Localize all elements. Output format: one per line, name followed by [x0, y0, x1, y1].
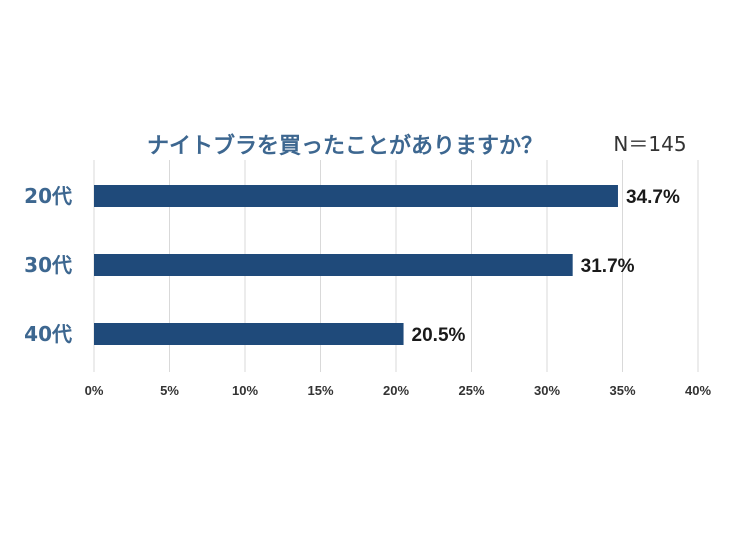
bars	[94, 185, 618, 345]
x-tick-label: 35%	[609, 383, 635, 398]
x-tick-label: 30%	[534, 383, 560, 398]
x-tick-label: 25%	[458, 383, 484, 398]
x-tick-label: 40%	[685, 383, 711, 398]
x-tick-label: 5%	[160, 383, 179, 398]
category-labels: 20代 30代 40代	[24, 184, 72, 346]
chart-title: ナイトブラを買ったことがありますか？	[147, 133, 543, 159]
bar	[94, 323, 404, 345]
category-label: 30代	[24, 253, 72, 277]
x-axis-tick-labels: 0% 5% 10% 15% 20% 25% 30% 35% 40%	[85, 383, 712, 398]
sample-size-label: N＝145	[613, 132, 686, 156]
x-tick-label: 10%	[232, 383, 258, 398]
bar	[94, 254, 573, 276]
x-tick-label: 20%	[383, 383, 409, 398]
x-tick-label: 15%	[307, 383, 333, 398]
bar	[94, 185, 618, 207]
bar-value-label: 31.7%	[581, 256, 635, 277]
value-labels: 34.7% 31.7% 20.5%	[412, 187, 680, 346]
bar-value-label: 34.7%	[626, 187, 680, 208]
x-tick-label: 0%	[85, 383, 104, 398]
category-label: 40代	[24, 322, 72, 346]
category-label: 20代	[24, 184, 72, 208]
bar-value-label: 20.5%	[412, 325, 466, 346]
